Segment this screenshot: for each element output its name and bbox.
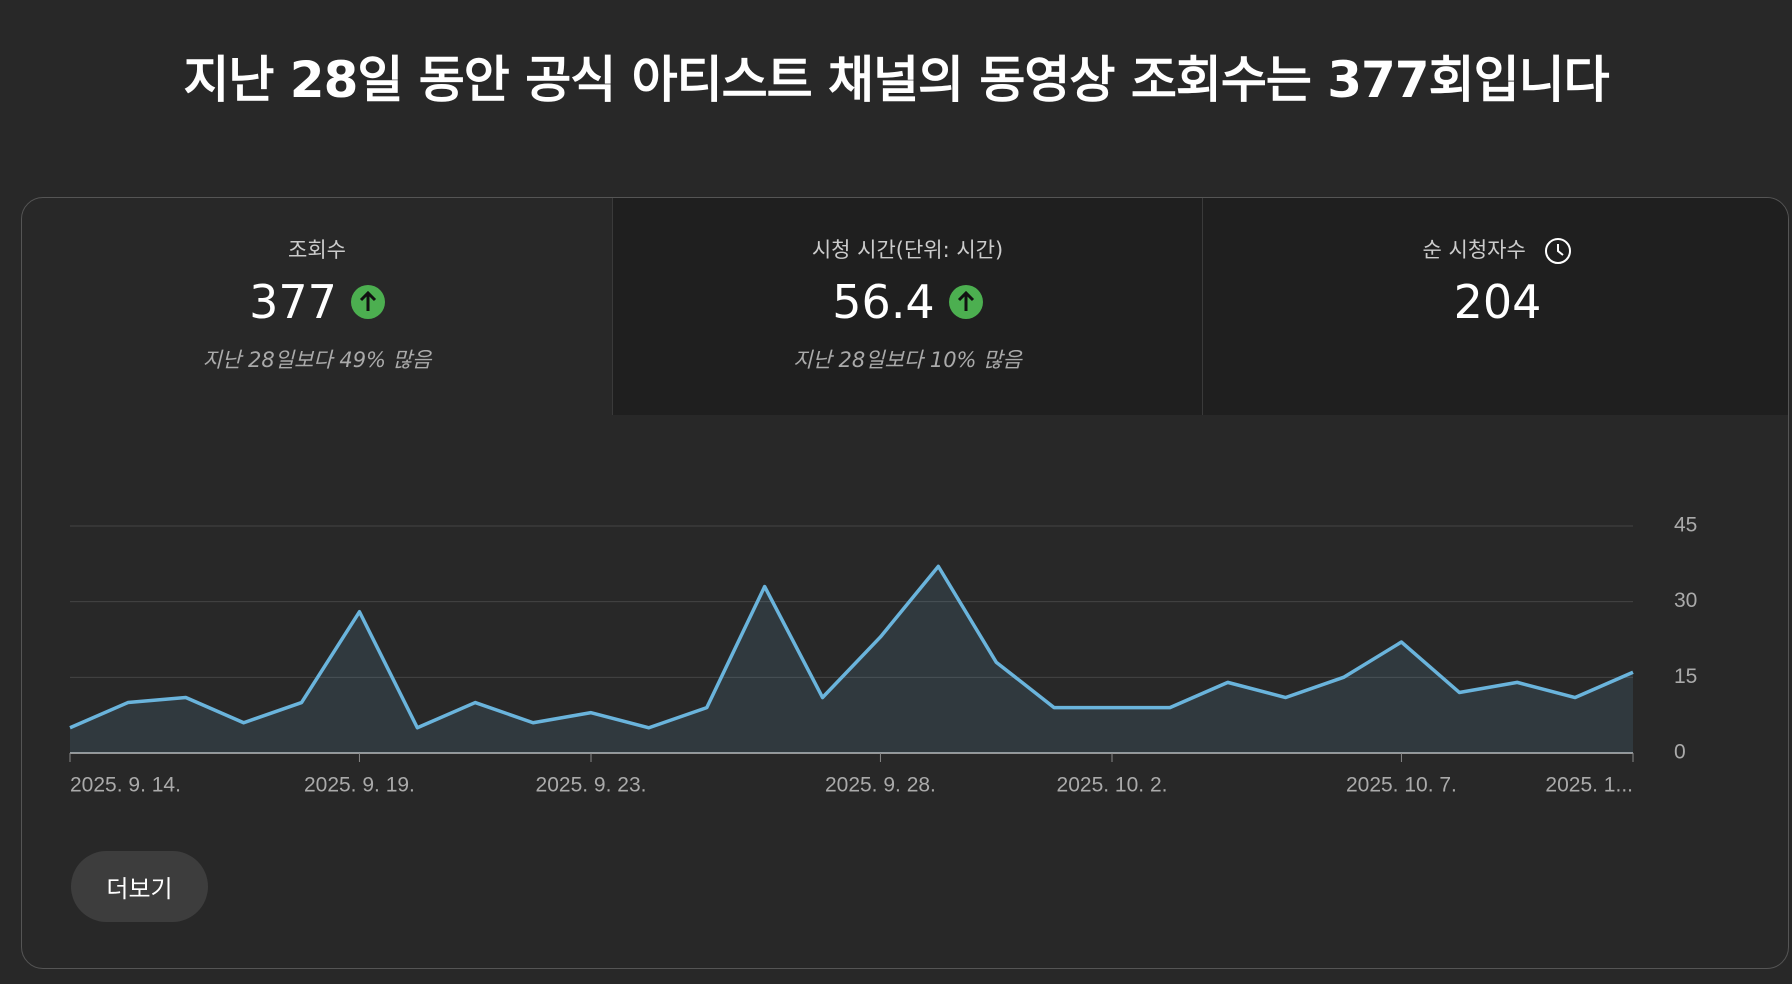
more-button[interactable]: 더보기 [71,851,208,922]
metric-value-row: 56.4 [613,274,1202,330]
clock-icon[interactable] [1544,237,1572,265]
metric-tab[interactable]: 순 시청자수 204 [1202,198,1788,415]
x-tick-label: 2025. 1... [1545,774,1633,797]
line-series [69,564,1634,730]
metric-value: 377 [249,275,337,329]
up-icon [350,285,385,319]
y-tick-label: 15 [1674,665,1697,688]
metric-change: 지난 28일보다 49% 많음 [202,348,432,372]
y-tick-label: 45 [1674,514,1697,537]
metric-label-row: 순 시청자수 [1203,234,1788,265]
y-tick-label: 0 [1674,741,1686,764]
metric-label: 시청 시간(단위: 시간) [811,238,1004,262]
analytics-card: 조회수 377 지난 28일보다 49% 많음 시청 시간(단위: 시간) 56… [21,197,1789,969]
metric-label: 조회수 [288,238,346,262]
metric-value: 56.4 [832,275,935,329]
x-tick-label: 2025. 9. 28. [825,774,936,797]
x-tick-label: 2025. 9. 19. [304,774,415,797]
metric-value: 204 [1453,275,1542,329]
area-fill [70,566,1633,753]
x-tick-label: 2025. 10. 7. [1346,774,1457,797]
metric-change: 지난 28일보다 10% 많음 [793,348,1022,372]
x-tick-label: 2025. 9. 23. [536,774,647,797]
metric-tab[interactable]: 조회수 377 지난 28일보다 49% 많음 [22,198,612,415]
metric-value-row: 204 [1203,274,1788,330]
metric-tab[interactable]: 시청 시간(단위: 시간) 56.4 지난 28일보다 10% 많음 [612,198,1202,415]
y-tick-label: 30 [1674,589,1697,612]
x-tick-label: 2025. 9. 14. [70,774,181,797]
up-icon [948,285,983,319]
metric-value-row: 377 [22,274,612,330]
metric-label: 순 시청자수 [1422,238,1526,262]
page-title: 지난 28일 동안 공식 아티스트 채널의 동영상 조회수는 377회입니다 [183,51,1609,109]
x-tick-label: 2025. 10. 2. [1057,774,1168,797]
